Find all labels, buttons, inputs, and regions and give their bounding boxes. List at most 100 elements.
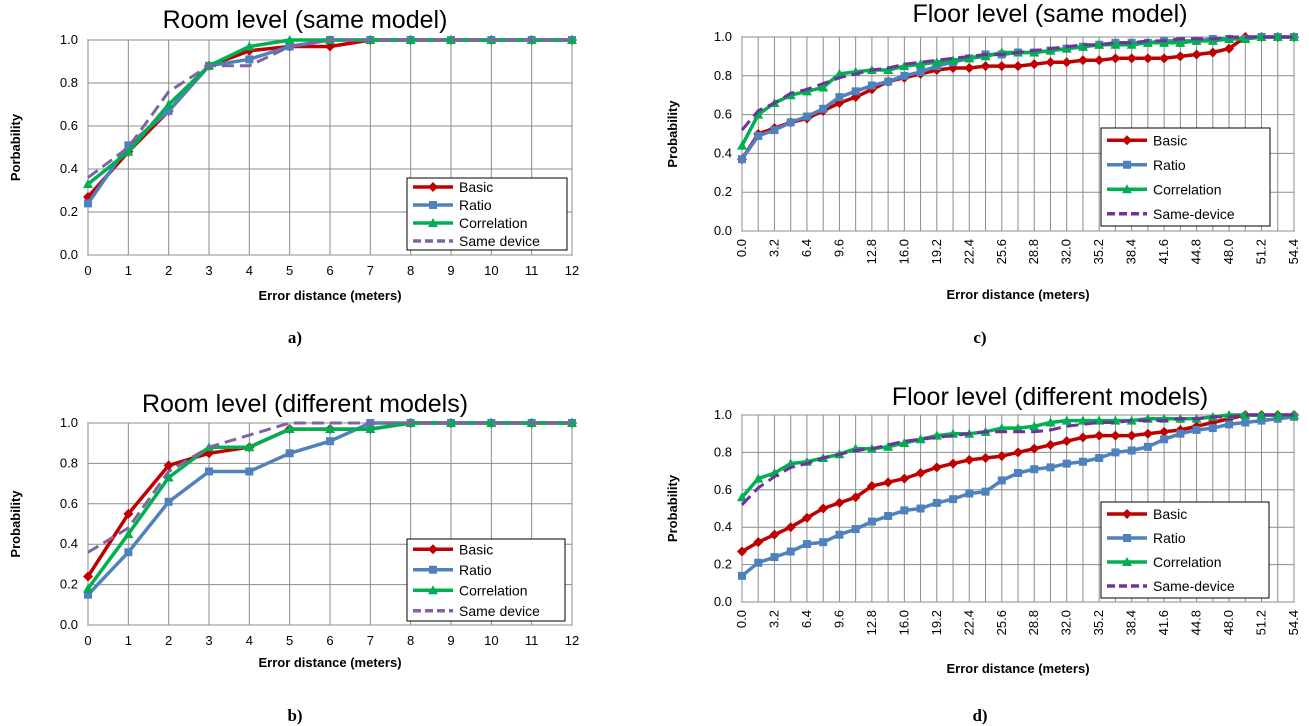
data-point [1159, 53, 1170, 64]
series-ratio [738, 412, 1298, 580]
x-axis-label: Error distance (meters) [946, 287, 1089, 302]
x-tick-label: 3 [205, 263, 212, 278]
data-point [884, 511, 893, 520]
x-axis-label: Error distance (meters) [946, 661, 1089, 676]
chart-svg: 0.0 0.2 0.4 0.6 0.8 1.0 0.0 3.2 6.4 9.6 12.8 16.0 19… [665, 0, 1301, 302]
y-axis-label: Probability [8, 490, 23, 558]
data-point [1143, 442, 1152, 451]
data-point [1126, 39, 1137, 49]
data-point [1013, 423, 1023, 433]
x-tick-label: 1 [125, 263, 132, 278]
legend-marker [428, 182, 438, 192]
x-tick-label: 0 [84, 633, 91, 648]
data-point [164, 106, 173, 115]
x-tick-label: 48.0 [1221, 610, 1236, 635]
caption-d: d) [972, 706, 988, 725]
x-tick-label: 8 [407, 263, 414, 278]
series-same-device [740, 35, 1294, 132]
legend-marker [428, 218, 438, 227]
data-point [1110, 53, 1121, 64]
x-tick-label: 3.2 [766, 239, 781, 257]
legend-label: Same-device [1153, 206, 1235, 222]
data-point [737, 546, 747, 557]
x-tick-label: 5 [286, 633, 293, 648]
data-point [835, 93, 844, 102]
chart-room-same-model: 0.0 0.2 0.4 0.6 0.8 1.0 0 1 2 3 4 5 6 7 8 9 10 11 12 Room l… [0, 0, 600, 310]
data-point [980, 61, 991, 72]
x-tick-label: 6.4 [799, 610, 814, 628]
data-point [770, 553, 779, 562]
y-tick-label: 0.6 [714, 107, 732, 122]
chart-svg: 0.0 0.2 0.4 0.6 0.8 1.0 0.0 3.2 6.4 9.6 12.8 16.0 19… [665, 383, 1301, 676]
chart-room-different-models: 0.0 0.2 0.4 0.6 0.8 1.0 0 1 2 3 4 5 6 7 8 9 10 11 12 Room l… [0, 385, 600, 695]
data-point [365, 424, 376, 434]
y-tick-label: 1.0 [714, 29, 732, 44]
legend-label: Basic [459, 179, 493, 195]
data-point [83, 583, 93, 593]
data-point [802, 112, 811, 121]
data-point [163, 472, 174, 482]
x-tick-label: 9.6 [831, 239, 846, 257]
data-point [915, 59, 926, 69]
data-point [1159, 426, 1170, 437]
y-tick-label: 0.4 [60, 536, 78, 551]
x-tick-label: 51.2 [1254, 239, 1269, 264]
x-tick-label: 3.2 [766, 610, 781, 628]
x-axis-label: Error distance (meters) [258, 655, 401, 670]
data-point [1029, 421, 1040, 431]
data-point [486, 418, 497, 427]
data-point [899, 438, 910, 448]
caption-c: c) [973, 328, 987, 347]
x-tick-label: 2 [165, 633, 172, 648]
y-tick-label: 0.0 [714, 594, 732, 609]
data-point [1077, 415, 1088, 425]
x-tick-label: 12.8 [864, 239, 879, 264]
series-same-device [87, 38, 572, 179]
data-point [753, 537, 764, 548]
data-point [1175, 51, 1186, 62]
y-tick-label: 0.4 [60, 161, 78, 176]
data-point [900, 506, 909, 515]
data-point [1176, 429, 1185, 438]
data-point [1240, 410, 1251, 419]
data-point [245, 55, 254, 64]
data-point [1110, 430, 1121, 441]
data-point [1077, 55, 1088, 66]
data-point [916, 504, 925, 513]
data-point [1077, 41, 1088, 51]
data-point [84, 199, 92, 208]
caption-b: b) [287, 706, 303, 725]
data-point [446, 418, 456, 427]
data-point [884, 77, 893, 86]
legend: Basic Ratio Correlation Same device [406, 177, 568, 251]
y-tick-label: 1.0 [60, 32, 78, 47]
data-point [84, 590, 92, 599]
x-tick-label: 9 [447, 263, 454, 278]
data-point [738, 571, 746, 580]
y-tick-label: 0.0 [60, 247, 78, 262]
series-line [87, 38, 572, 179]
data-point [1142, 428, 1153, 439]
data-point [1127, 446, 1136, 455]
data-point [818, 82, 829, 92]
x-tick-label: 2 [165, 263, 172, 278]
data-point [1045, 57, 1056, 68]
data-point [754, 131, 763, 140]
data-point [1272, 32, 1283, 41]
data-point [1045, 439, 1056, 450]
y-tick-label: 0.4 [714, 145, 732, 160]
data-point [899, 473, 910, 484]
x-tick-label: 6 [326, 263, 333, 278]
x-tick-label: 19.2 [929, 239, 944, 264]
data-point [124, 141, 133, 150]
x-tick-label: 12 [565, 633, 579, 648]
x-tick-label: 8 [407, 633, 414, 648]
data-point [1061, 415, 1072, 425]
data-point [996, 451, 1007, 462]
x-tick-label: 7 [367, 263, 374, 278]
data-point [899, 61, 910, 71]
data-point [819, 104, 828, 113]
x-tick-label: 48.0 [1221, 239, 1236, 264]
y-tick-label: 0.2 [60, 204, 78, 219]
y-tick-label: 0.6 [714, 482, 732, 497]
